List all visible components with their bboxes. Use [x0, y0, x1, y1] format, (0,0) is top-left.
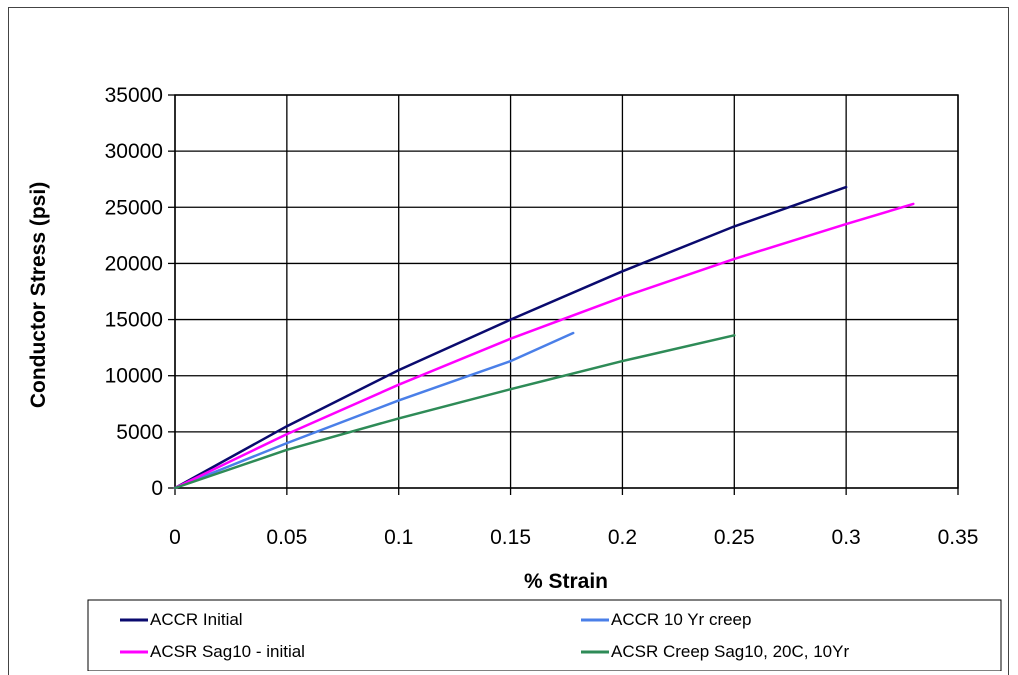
legend-box [87, 599, 1002, 671]
x-axis-title: % Strain [524, 570, 608, 593]
grid-lines [174, 94, 959, 489]
plot-area-border [174, 94, 959, 489]
legend-label-1: ACCR Initial [150, 610, 243, 629]
series-line-1 [173, 185, 848, 490]
y-axis-title: Conductor Stress (psi) [27, 182, 50, 408]
y-axis-ticks: 0 5000 10000 15000 20000 25000 30000 35000 [105, 84, 175, 500]
series-line-3 [173, 202, 915, 490]
x-tick-label: 0.35 [938, 526, 979, 549]
series-line-2 [173, 331, 575, 490]
x-tick-label: 0.2 [608, 526, 637, 549]
series-lines [173, 185, 915, 490]
y-tick-label: 20000 [105, 252, 163, 275]
x-tick-label: 0.1 [384, 526, 413, 549]
series-line-4 [173, 334, 736, 490]
y-tick-label: 10000 [105, 365, 163, 388]
legend-label-4: ACSR Creep Sag10, 20C, 10Yr [611, 642, 849, 661]
y-tick-label: 15000 [105, 309, 163, 332]
y-tick-label: 35000 [105, 84, 163, 107]
legend-label-3: ACSR Sag10 - initial [150, 642, 305, 661]
x-axis-ticks: 0 0.05 0.1 0.15 0.2 0.25 0.3 0.35 [169, 488, 978, 549]
x-tick-label: 0 [169, 526, 181, 549]
y-tick-label: 5000 [116, 421, 163, 444]
x-tick-label: 0.25 [714, 526, 755, 549]
x-tick-label: 0.15 [490, 526, 531, 549]
y-tick-label: 25000 [105, 196, 163, 219]
x-tick-label: 0.3 [832, 526, 861, 549]
legend-label-2: ACCR 10 Yr creep [611, 610, 751, 629]
y-tick-label: 30000 [105, 140, 163, 163]
x-tick-label: 0.05 [266, 526, 307, 549]
legend: ACCR Initial ACCR 10 Yr creep ACSR Sag10 -… [87, 599, 1002, 671]
y-tick-label: 0 [151, 477, 163, 500]
